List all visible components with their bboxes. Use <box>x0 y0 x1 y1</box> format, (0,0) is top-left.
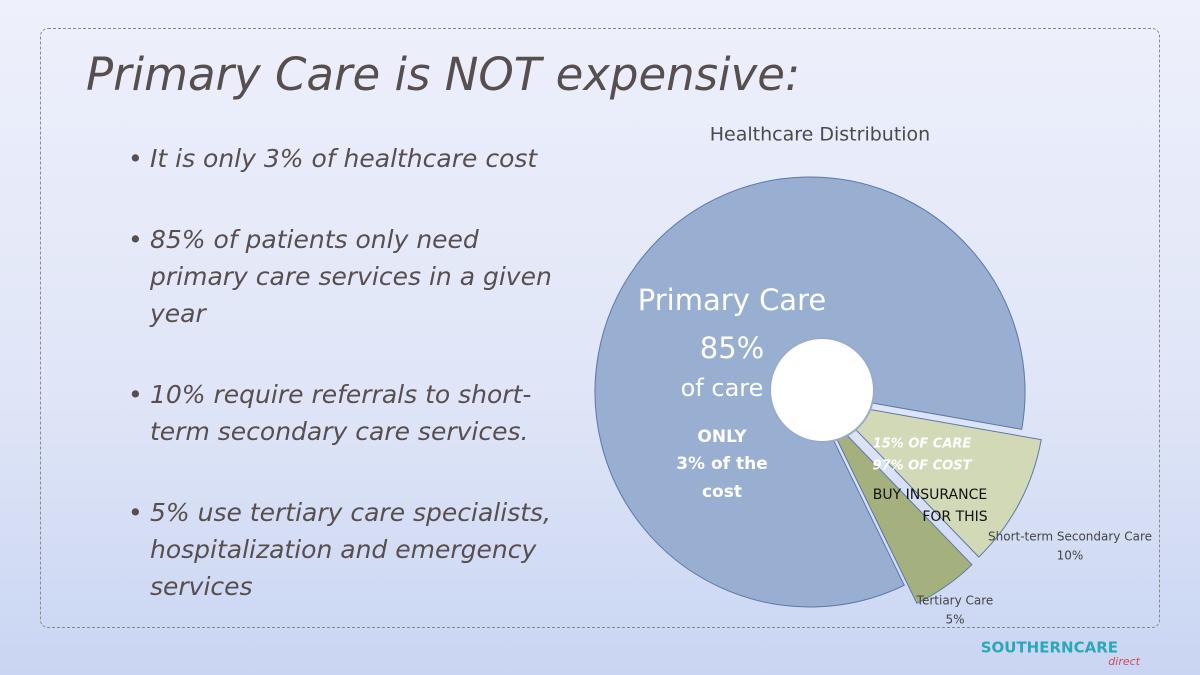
annotation: ONLY <box>697 427 747 447</box>
annotation: FOR THIS <box>922 509 987 525</box>
category-label: Primary Care <box>638 283 826 317</box>
donut-hole <box>769 337 875 443</box>
slide-title: Primary Care is NOT expensive: <box>86 48 801 101</box>
value-label: 5% <box>945 613 964 627</box>
value-label: 85% <box>700 331 764 365</box>
value-label: 10% <box>1057 549 1084 563</box>
annotation: 3% of the <box>676 454 768 474</box>
bullet: It is only 3% of healthcare cost <box>128 140 578 177</box>
bullet: 10% require referrals to short-term seco… <box>128 376 578 450</box>
annotation: 97% OF COST <box>873 459 973 474</box>
annotation: cost <box>702 482 742 502</box>
slide-frame <box>40 28 1160 628</box>
pie-slice <box>822 409 973 604</box>
category-label: Short-term Secondary Care <box>988 530 1152 544</box>
bullet: 85% of patients only need primary care s… <box>128 221 578 332</box>
annotation: of care <box>681 374 764 402</box>
bullet-list: It is only 3% of healthcare cost 85% of … <box>128 140 578 649</box>
logo-main: SOUTHERNCARE <box>981 639 1118 657</box>
category-label: Tertiary Care <box>916 594 994 608</box>
annotation: 15% OF CARE <box>873 437 972 452</box>
pie-slice <box>827 401 1042 558</box>
annotation: BUY INSURANCE <box>873 487 987 503</box>
bullet: 5% use tertiary care specialists, hospit… <box>128 494 578 605</box>
logo-sub: direct <box>1108 655 1140 668</box>
pie-slice <box>594 176 1026 608</box>
chart-title: Healthcare Distribution <box>710 124 930 146</box>
